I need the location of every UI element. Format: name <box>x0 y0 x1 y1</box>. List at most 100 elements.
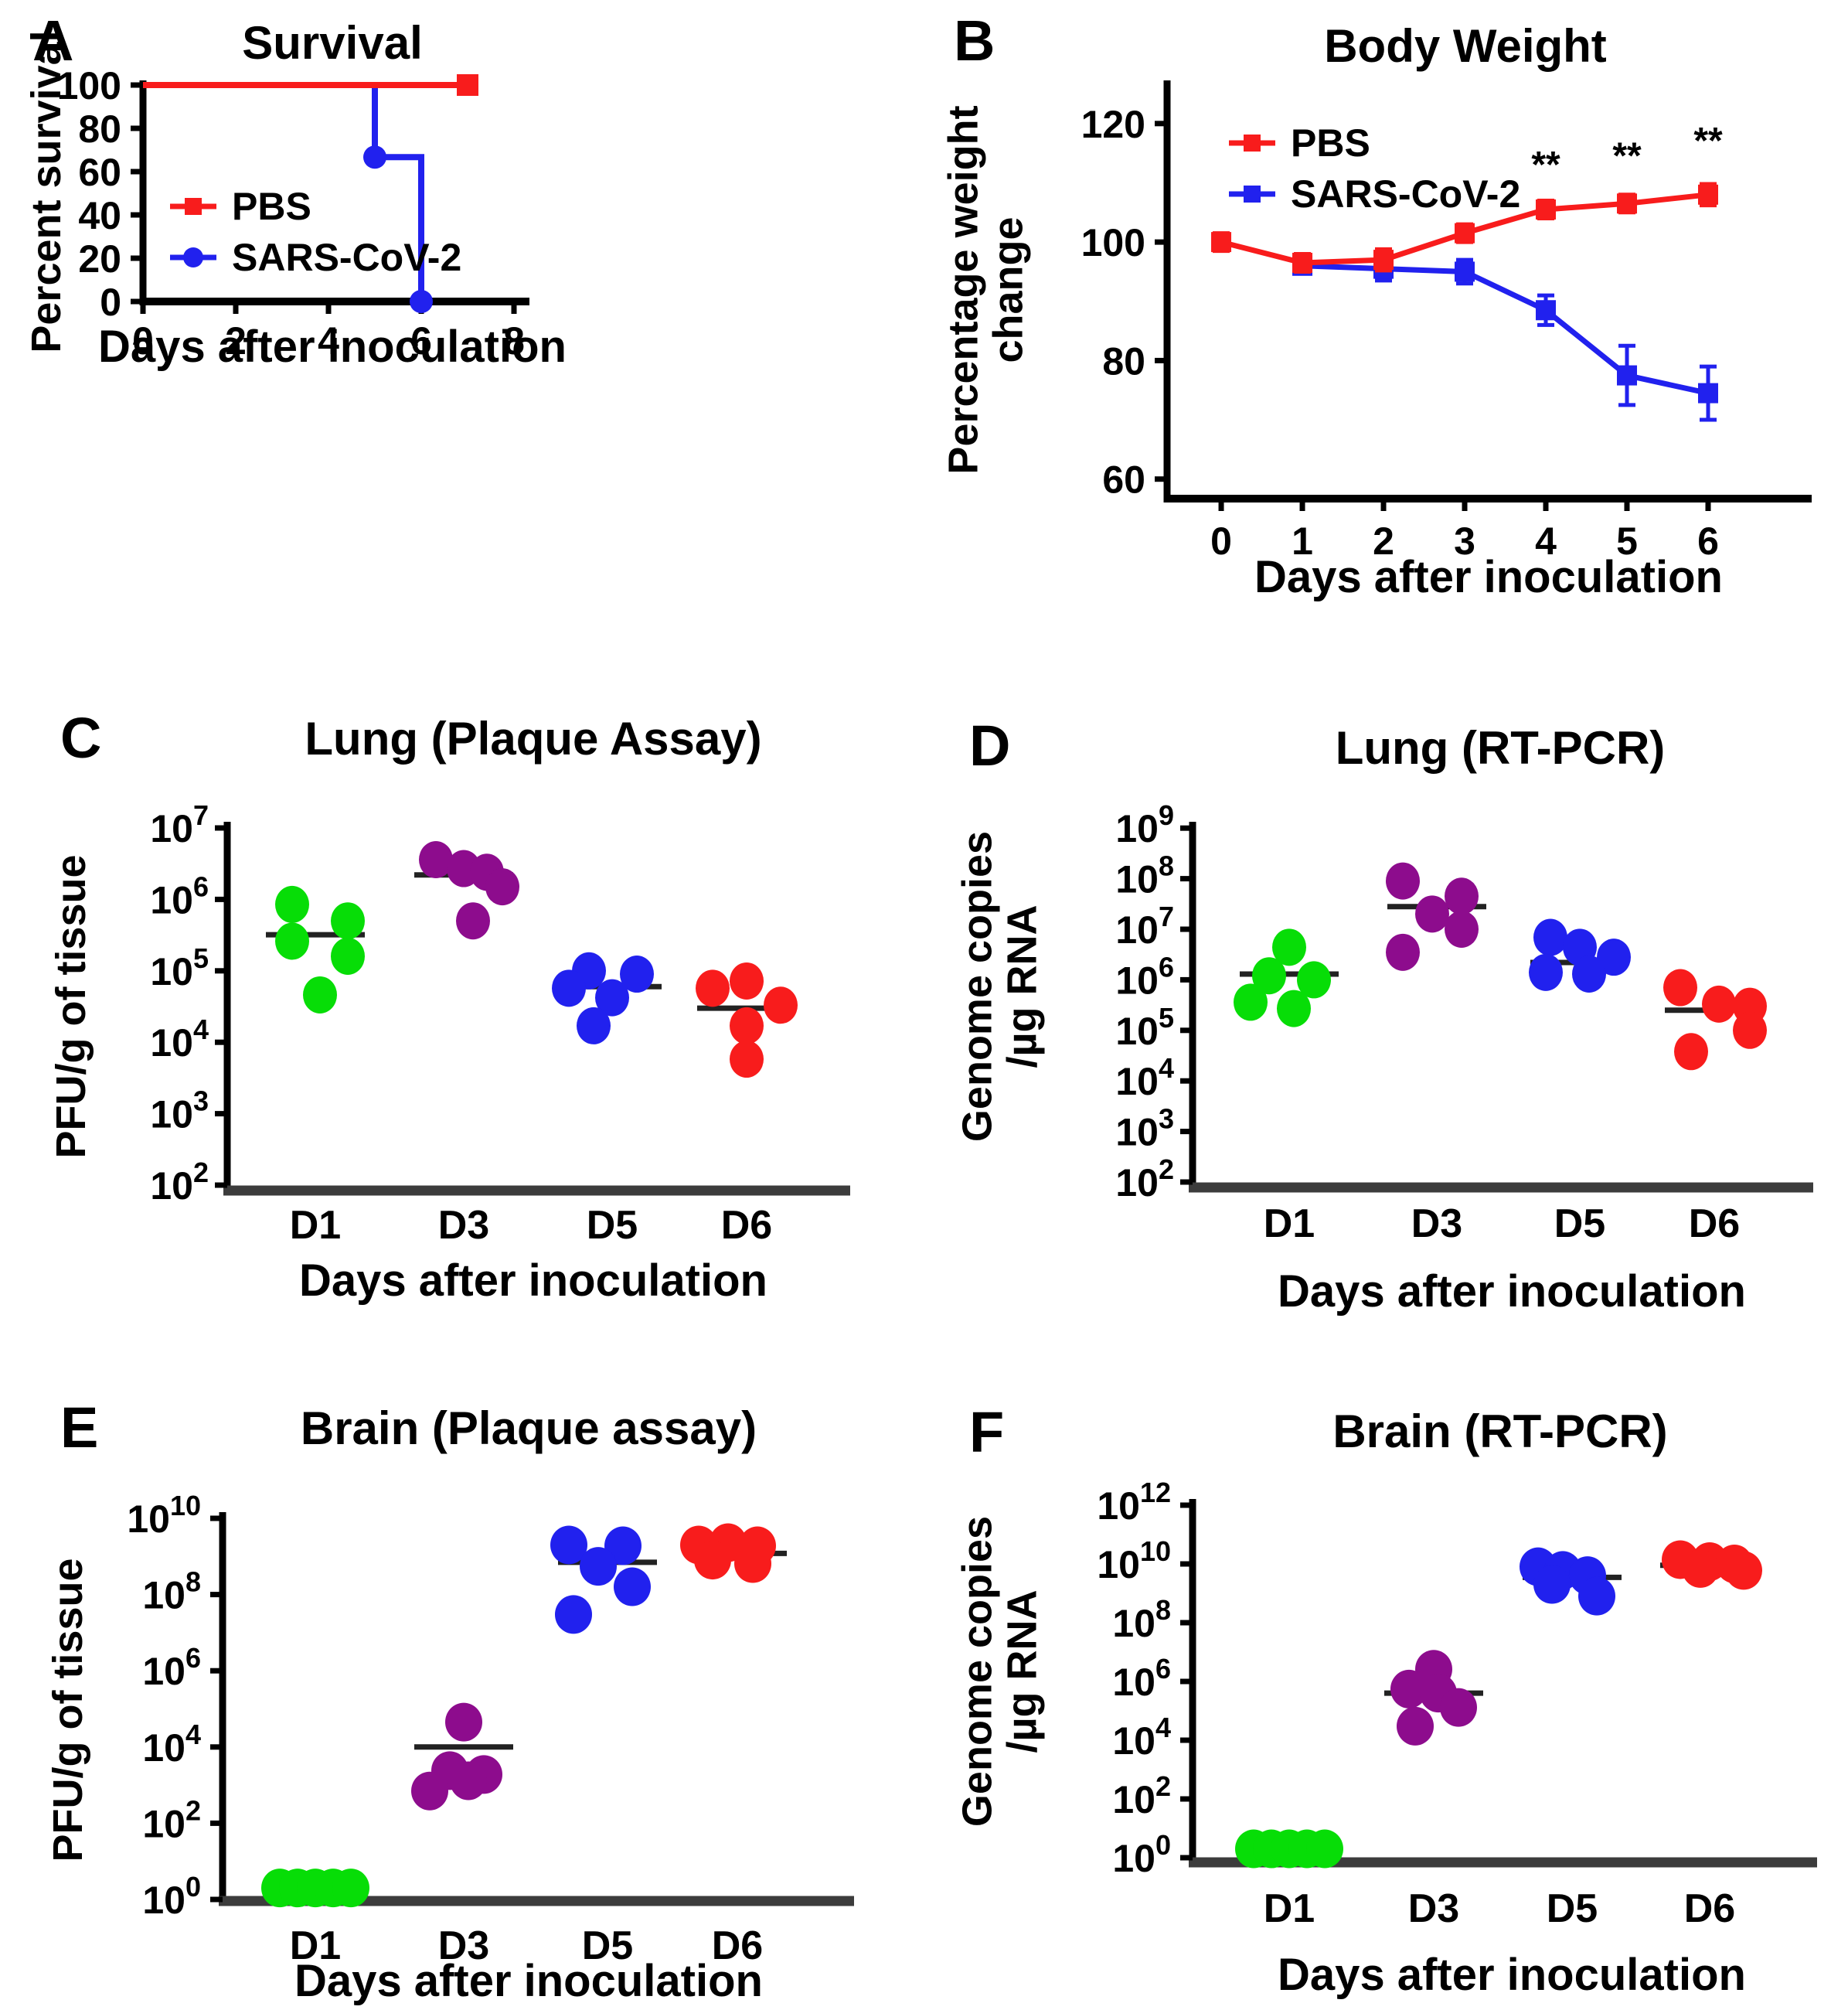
svg-text:8: 8 <box>503 319 525 363</box>
svg-text:1: 1 <box>1292 520 1313 563</box>
svg-text:100: 100 <box>57 64 121 107</box>
svg-text:102: 102 <box>150 1157 209 1208</box>
svg-text:105: 105 <box>150 942 209 993</box>
svg-text:102: 102 <box>1115 1153 1174 1204</box>
svg-text:108: 108 <box>142 1566 201 1617</box>
svg-text:D1: D1 <box>290 1203 341 1248</box>
svg-text:106: 106 <box>150 870 209 922</box>
svg-text:40: 40 <box>78 194 121 237</box>
panel-lung-rtpcr: D Lung (RT-PCR) Genome copies /µg RNA Da… <box>924 669 1848 1339</box>
panel-body-weight: B Body Weight Percentage weight change D… <box>924 0 1848 669</box>
svg-text:4: 4 <box>318 319 339 363</box>
legend-label-pbs: PBS <box>232 185 311 228</box>
svg-text:102: 102 <box>1112 1770 1171 1821</box>
panel-lung-plaque: C Lung (Plaque Assay) PFU/g of tissue Da… <box>0 669 924 1339</box>
svg-text:D1: D1 <box>1264 1886 1315 1931</box>
panel-title-brain-plaque: Brain (Plaque assay) <box>300 1402 757 1454</box>
svg-text:104: 104 <box>1112 1712 1171 1763</box>
x-axis-label-days: Days after inoculation <box>294 1956 763 2006</box>
svg-text:104: 104 <box>1115 1052 1174 1103</box>
svg-text:105: 105 <box>1115 1002 1174 1053</box>
svg-text:106: 106 <box>142 1642 201 1693</box>
legend-item-sars-cov-2: SARS-CoV-2 <box>1227 175 1520 213</box>
svg-text:109: 109 <box>1115 799 1174 850</box>
svg-text:**: ** <box>1693 121 1723 162</box>
svg-text:120: 120 <box>1081 103 1145 146</box>
svg-text:1010: 1010 <box>1097 1535 1171 1586</box>
panel-survival: A Survival Percent survival Days after i… <box>0 0 924 669</box>
svg-text:102: 102 <box>142 1794 201 1845</box>
svg-text:0: 0 <box>1210 520 1232 563</box>
panel-title-survival: Survival <box>242 17 423 69</box>
panel-title-brain-rtpcr: Brain (RT-PCR) <box>1332 1405 1668 1457</box>
svg-text:D6: D6 <box>1684 1886 1735 1931</box>
svg-text:103: 103 <box>1115 1103 1174 1154</box>
svg-text:D3: D3 <box>438 1203 489 1248</box>
legend-label-pbs: PBS <box>1291 121 1370 165</box>
legend-item-pbs: PBS <box>168 187 461 226</box>
survival-legend: PBS SARS-CoV-2 <box>168 187 461 277</box>
x-axis-label-days: Days after inoculation <box>1278 1950 1746 2000</box>
svg-text:80: 80 <box>1102 339 1145 383</box>
pbs-marker-icon <box>1229 135 1275 152</box>
x-axis-label-days: Days after inoculation <box>98 322 567 372</box>
svg-text:6: 6 <box>1697 520 1719 563</box>
svg-text:6: 6 <box>410 319 432 363</box>
svg-text:D1: D1 <box>1264 1201 1315 1246</box>
svg-text:106: 106 <box>1115 951 1174 1002</box>
svg-text:D1: D1 <box>290 1923 341 1968</box>
pbs-marker-icon <box>170 198 216 215</box>
svg-text:20: 20 <box>78 237 121 281</box>
brain-rtpcr-chart: 1012 1010 108 106 104 102 100 D1 D3 D5 D6 <box>1097 1477 1817 1931</box>
svg-text:D5: D5 <box>582 1923 633 1968</box>
legend-item-sars-cov-2: SARS-CoV-2 <box>168 238 461 277</box>
panel-letter-b: B <box>954 9 996 73</box>
svg-text:1012: 1012 <box>1097 1477 1171 1528</box>
svg-text:D6: D6 <box>721 1203 772 1248</box>
svg-text:2: 2 <box>1373 520 1394 563</box>
panel-letter-e: E <box>60 1395 100 1460</box>
panel-letter-c: C <box>60 706 103 770</box>
lung-plaque-chart: 107 106 105 104 103 102 D1 D3 D5 D6 <box>150 799 850 1248</box>
panel-letter-f: F <box>969 1400 1006 1464</box>
svg-text:2: 2 <box>225 319 247 363</box>
svg-text:104: 104 <box>142 1719 201 1770</box>
svg-text:**: ** <box>1612 135 1642 176</box>
x-axis-label-days: Days after inoculation <box>299 1255 767 1306</box>
brain-plaque-chart: 1010 108 106 104 102 100 D1 D3 D5 D6 <box>127 1490 854 1968</box>
legend-label-sars-cov-2: SARS-CoV-2 <box>232 236 462 279</box>
body-weight-legend: PBS SARS-CoV-2 <box>1227 124 1520 213</box>
sars-cov-2-marker-icon <box>1229 186 1275 203</box>
svg-text:D5: D5 <box>1554 1201 1605 1246</box>
svg-text:D6: D6 <box>1689 1201 1740 1246</box>
panel-title-body-weight: Body Weight <box>1324 20 1607 72</box>
panel-brain-rtpcr: F Brain (RT-PCR) Genome copies /µg RNA D… <box>924 1341 1848 2010</box>
panel-brain-plaque: E Brain (Plaque assay) PFU/g of tissue D… <box>0 1341 924 2010</box>
panel-letter-a: A <box>32 9 75 73</box>
panel-title-lung-rtpcr: Lung (RT-PCR) <box>1335 722 1666 774</box>
svg-text:104: 104 <box>150 1014 209 1065</box>
body-weight-chart: 60 80 100 120 0 1 2 3 4 5 6 ** ** ** <box>1081 80 1812 563</box>
svg-text:106: 106 <box>1112 1653 1171 1704</box>
x-axis-label-days: Days after inoculation <box>1278 1266 1746 1317</box>
svg-text:4: 4 <box>1535 520 1557 563</box>
svg-text:D5: D5 <box>587 1203 638 1248</box>
panel-letter-d: D <box>969 714 1012 778</box>
sars-cov-2-marker-icon <box>170 247 216 267</box>
svg-text:80: 80 <box>78 107 121 151</box>
x-axis-label-days: Days after inoculation <box>1254 552 1723 602</box>
svg-text:107: 107 <box>150 799 209 850</box>
svg-text:3: 3 <box>1454 520 1475 563</box>
svg-text:D3: D3 <box>1411 1201 1462 1246</box>
svg-text:0: 0 <box>132 319 154 363</box>
legend-label-sars-cov-2: SARS-CoV-2 <box>1291 172 1521 216</box>
svg-text:108: 108 <box>1115 850 1174 901</box>
panel-title-lung-plaque: Lung (Plaque Assay) <box>305 713 762 765</box>
svg-text:D5: D5 <box>1547 1886 1598 1931</box>
svg-text:60: 60 <box>78 151 121 194</box>
svg-text:D3: D3 <box>438 1923 489 1968</box>
svg-text:100: 100 <box>1081 221 1145 264</box>
